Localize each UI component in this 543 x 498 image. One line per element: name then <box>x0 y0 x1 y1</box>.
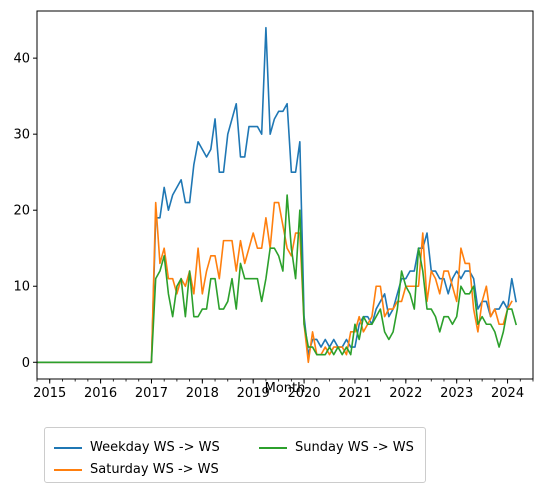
series-line-2 <box>37 201 513 364</box>
y-tick-label: 20 <box>13 204 30 219</box>
x-tick-label: 2018 <box>186 386 219 401</box>
legend-item: Weekday WS -> WS <box>54 440 220 455</box>
legend-label: Weekday WS -> WS <box>90 440 220 455</box>
legend-swatch <box>54 446 82 449</box>
plot-frame <box>36 10 534 380</box>
series-layer <box>37 26 518 364</box>
x-tick-label: 2020 <box>288 386 321 401</box>
legend-label: Saturday WS -> WS <box>90 462 219 477</box>
y-tick-label: 0 <box>22 356 30 371</box>
legend-swatch <box>54 468 82 471</box>
legend-swatch <box>259 446 287 449</box>
x-tick-label: 2022 <box>389 386 422 401</box>
y-tick-label: 40 <box>13 52 30 67</box>
series-line-1 <box>37 26 517 364</box>
legend-item: Sunday WS -> WS <box>259 440 414 455</box>
legend: Weekday WS -> WS Saturday WS -> WS Sunday … <box>44 427 426 483</box>
legend-item: Saturday WS -> WS <box>54 462 219 477</box>
legend-label: Sunday WS -> WS <box>295 440 414 455</box>
x-tick-label: 2015 <box>33 386 66 401</box>
axes: 0 10 20 30 40 2015 2016 2017 2018 2019 2020 2021 202… <box>13 10 534 401</box>
series-line-3 <box>37 194 518 364</box>
x-tick-label: 2021 <box>338 386 371 401</box>
x-tick-label: 2024 <box>491 386 524 401</box>
x-tick-label: 2016 <box>84 386 117 401</box>
x-tick-label: 2023 <box>440 386 473 401</box>
x-tick-label: 2017 <box>135 386 168 401</box>
y-tick-label: 30 <box>13 128 30 143</box>
x-axis-label: Month <box>265 381 306 396</box>
x-tick-label: 2019 <box>237 386 270 401</box>
y-tick-label: 10 <box>13 280 30 295</box>
